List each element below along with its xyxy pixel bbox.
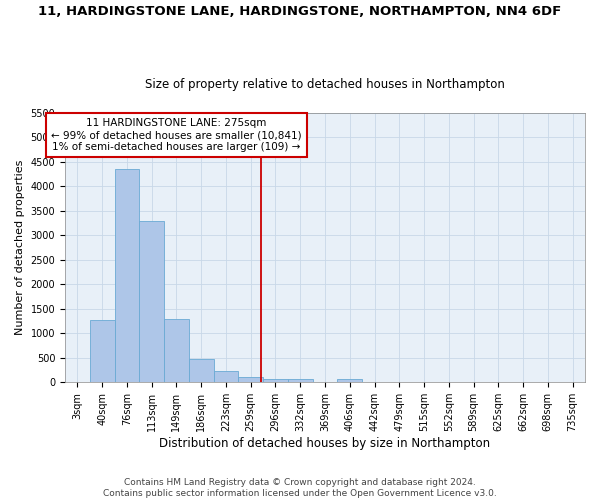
Text: Contains HM Land Registry data © Crown copyright and database right 2024.
Contai: Contains HM Land Registry data © Crown c…: [103, 478, 497, 498]
Y-axis label: Number of detached properties: Number of detached properties: [15, 160, 25, 336]
Text: 11, HARDINGSTONE LANE, HARDINGSTONE, NORTHAMPTON, NN4 6DF: 11, HARDINGSTONE LANE, HARDINGSTONE, NOR…: [38, 5, 562, 18]
Bar: [115, 170, 139, 382]
Bar: [263, 379, 288, 382]
Bar: [214, 371, 238, 382]
Bar: [238, 378, 263, 382]
Bar: [139, 220, 164, 382]
X-axis label: Distribution of detached houses by size in Northampton: Distribution of detached houses by size …: [160, 437, 491, 450]
Text: 11 HARDINGSTONE LANE: 275sqm
← 99% of detached houses are smaller (10,841)
1% of: 11 HARDINGSTONE LANE: 275sqm ← 99% of de…: [51, 118, 302, 152]
Bar: [90, 320, 115, 382]
Title: Size of property relative to detached houses in Northampton: Size of property relative to detached ho…: [145, 78, 505, 91]
Bar: [164, 318, 189, 382]
Bar: [337, 379, 362, 382]
Bar: [288, 379, 313, 382]
Bar: [189, 358, 214, 382]
